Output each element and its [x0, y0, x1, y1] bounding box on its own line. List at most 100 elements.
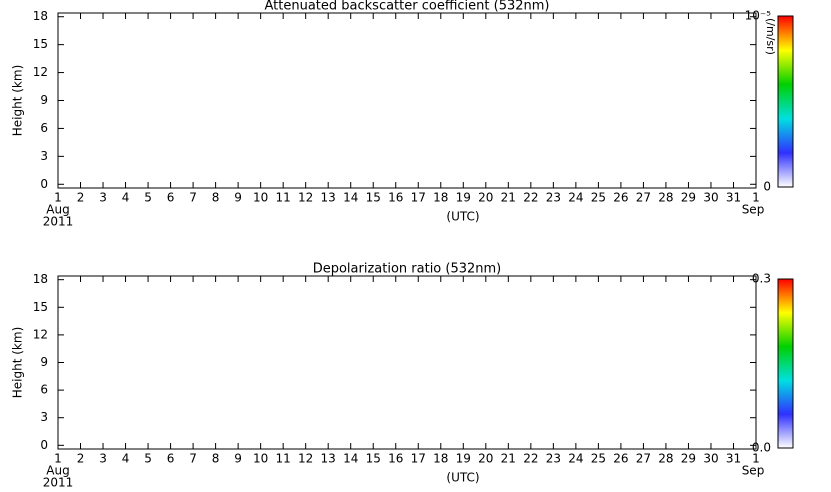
colorbar — [777, 278, 794, 449]
x-tick-label: 21 — [501, 452, 516, 466]
x-axis-label: (UTC) — [446, 471, 479, 485]
y-tick-label: 9 — [40, 355, 48, 369]
x-tick-label: 2 — [77, 452, 85, 466]
x-tick-label: 11 — [276, 191, 291, 205]
x-tick-label: 8 — [212, 452, 220, 466]
x-tick-label: 24 — [568, 191, 583, 205]
x-tick-label: 14 — [343, 452, 358, 466]
x-tick-label: 30 — [703, 452, 718, 466]
y-tick-label: 0 — [40, 438, 48, 452]
y-tick-label: 15 — [33, 37, 48, 51]
x-tick-label: 24 — [568, 452, 583, 466]
x-tick-label: 28 — [658, 452, 673, 466]
y-tick-label: 15 — [33, 300, 48, 314]
plot-frame — [57, 12, 757, 189]
annotation: Sep — [742, 203, 765, 217]
x-tick-label: 23 — [546, 191, 561, 205]
x-tick-label: 16 — [388, 452, 403, 466]
y-tick-label: 3 — [40, 149, 48, 163]
x-tick-label: 6 — [167, 191, 175, 205]
x-tick-label: 1 — [54, 452, 62, 466]
x-tick-label: 31 — [726, 191, 741, 205]
y-tick-label: 3 — [40, 410, 48, 424]
x-tick-label: 19 — [456, 191, 471, 205]
x-tick-label: 20 — [478, 452, 493, 466]
x-tick-label: 3 — [99, 191, 107, 205]
annotation: Sep — [742, 464, 765, 478]
x-tick-label: 6 — [167, 452, 175, 466]
x-tick-label: 15 — [366, 452, 381, 466]
x-tick-label: 7 — [189, 452, 197, 466]
y-tick-label: 12 — [33, 327, 48, 341]
y-tick-label: 6 — [40, 383, 48, 397]
y-axis-label: Height (km) — [11, 65, 25, 136]
colorbar-tick-label: 0.0 — [752, 441, 771, 455]
x-tick-label: 2 — [77, 191, 85, 205]
annotation: Aug — [46, 464, 69, 478]
x-tick-label: 27 — [636, 191, 651, 205]
x-tick-label: 23 — [546, 452, 561, 466]
x-tick-label: 27 — [636, 452, 651, 466]
x-tick-label: 10 — [253, 191, 268, 205]
annotation: 2011 — [43, 215, 74, 229]
x-tick-label: 29 — [681, 452, 696, 466]
x-tick-label: 17 — [411, 452, 426, 466]
x-tick-label: 18 — [433, 191, 448, 205]
x-tick-label: 12 — [298, 452, 313, 466]
chart-title: Attenuated backscatter coefficient (532n… — [265, 0, 550, 14]
x-tick-label: 7 — [189, 191, 197, 205]
annotation: 2011 — [43, 476, 74, 490]
x-tick-label: 28 — [658, 191, 673, 205]
x-tick-label: 30 — [703, 191, 718, 205]
colorbar — [777, 15, 794, 188]
x-tick-label: 5 — [144, 452, 152, 466]
x-tick-label: 19 — [456, 452, 471, 466]
y-tick-label: 12 — [33, 65, 48, 79]
x-tick-label: 17 — [411, 191, 426, 205]
x-tick-label: 1 — [752, 452, 760, 466]
x-tick-label: 12 — [298, 191, 313, 205]
x-tick-label: 10 — [253, 452, 268, 466]
x-tick-label: 4 — [122, 452, 130, 466]
y-tick-label: 18 — [33, 272, 48, 286]
x-tick-label: 3 — [99, 452, 107, 466]
x-tick-label: 13 — [321, 452, 336, 466]
x-tick-label: 13 — [321, 191, 336, 205]
x-tick-label: 9 — [234, 191, 242, 205]
plot-frame — [57, 275, 757, 450]
x-tick-label: 18 — [433, 452, 448, 466]
y-tick-label: 0 — [40, 177, 48, 191]
x-tick-label: 8 — [212, 191, 220, 205]
x-tick-label: 1 — [54, 191, 62, 205]
annotation: Aug — [46, 203, 69, 217]
colorbar-tick-label: 0 — [763, 180, 771, 194]
x-tick-label: 21 — [501, 191, 516, 205]
x-tick-label: 1 — [752, 191, 760, 205]
x-tick-label: 26 — [613, 191, 628, 205]
x-tick-label: 14 — [343, 191, 358, 205]
x-tick-label: 11 — [276, 452, 291, 466]
chart-title: Depolarization ratio (532nm) — [313, 262, 502, 277]
x-tick-label: 26 — [613, 452, 628, 466]
x-tick-label: 22 — [523, 452, 538, 466]
x-tick-label: 25 — [591, 452, 606, 466]
colorbar-tick-label: 10⁻⁵ — [745, 9, 772, 23]
x-tick-label: 25 — [591, 191, 606, 205]
y-tick-label: 6 — [40, 121, 48, 135]
x-tick-label: 4 — [122, 191, 130, 205]
x-tick-label: 16 — [388, 191, 403, 205]
y-tick-label: 18 — [33, 9, 48, 23]
y-axis-label: Height (km) — [11, 327, 25, 398]
x-tick-label: 20 — [478, 191, 493, 205]
colorbar-label: (/m/sr) — [764, 18, 777, 55]
x-tick-label: 31 — [726, 452, 741, 466]
colorbar-tick-label: 0.3 — [752, 272, 771, 286]
y-tick-label: 9 — [40, 93, 48, 107]
x-tick-label: 5 — [144, 191, 152, 205]
x-tick-label: 29 — [681, 191, 696, 205]
x-axis-label: (UTC) — [446, 210, 479, 224]
x-tick-label: 9 — [234, 452, 242, 466]
x-tick-label: 15 — [366, 191, 381, 205]
x-tick-label: 22 — [523, 191, 538, 205]
